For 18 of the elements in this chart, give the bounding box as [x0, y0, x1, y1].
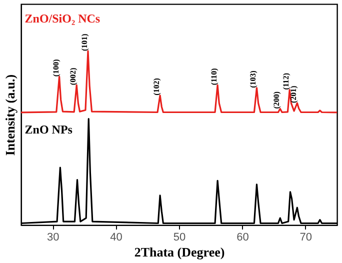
y-axis-title: Intensity (a.u.): [2, 74, 18, 156]
x-tick-label: 30: [46, 232, 60, 244]
annotation: (201): [289, 85, 298, 104]
x-tick-label: 70: [300, 232, 312, 244]
annotation: (110): [210, 68, 219, 86]
annotation: (112): [282, 72, 291, 90]
x-tick-label: 40: [110, 232, 122, 244]
annotation: (100): [51, 58, 60, 77]
annotation: (002): [68, 67, 78, 86]
series-label: ZnO NPs: [24, 122, 73, 136]
x-axis-title: 2Thata (Degree): [134, 244, 225, 260]
text: ZnO/SiO₂ NCs: [24, 11, 100, 26]
x-tick-label: 60: [236, 232, 249, 244]
annotation: (103): [248, 70, 258, 88]
annotation: (102): [152, 78, 162, 96]
annotation: (200): [272, 91, 282, 109]
annotation: (101): [80, 33, 89, 51]
x-tick-label: 50: [173, 232, 186, 244]
